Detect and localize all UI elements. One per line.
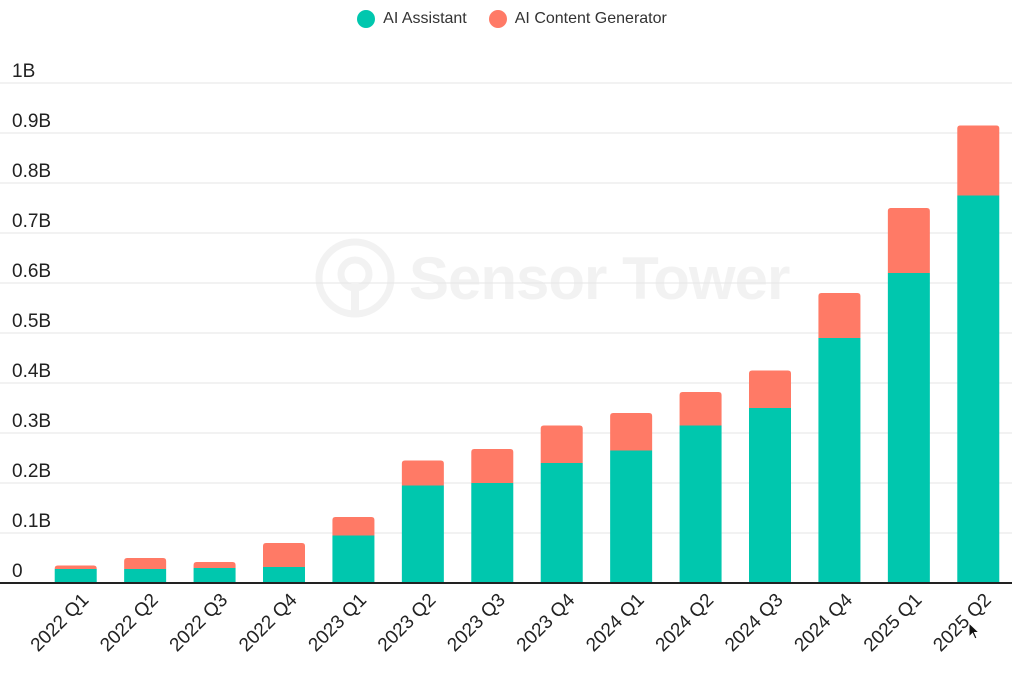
bar-ai-content-generator — [401, 460, 444, 486]
legend-swatch-assistant — [357, 10, 376, 28]
mouse-cursor-icon — [968, 622, 980, 640]
x-tick-label: 2024 Q2 — [652, 590, 718, 656]
x-tick-label: 2023 Q2 — [374, 590, 440, 656]
bar-ai-content-generator — [54, 565, 97, 569]
bar-ai-content-generator — [818, 293, 861, 338]
bar-ai-assistant — [471, 483, 514, 583]
bar-ai-assistant — [332, 535, 375, 583]
y-tick-label: 0.7B — [12, 211, 51, 232]
y-tick-label: 0.8B — [12, 161, 51, 182]
bar-ai-content-generator — [887, 208, 930, 273]
y-tick-label: 0.2B — [12, 461, 51, 482]
legend-label-generator: AI Content Generator — [514, 10, 667, 27]
legend-label-assistant: AI Assistant — [383, 10, 467, 27]
bar-ai-assistant — [263, 567, 305, 583]
x-tick-label: 2023 Q3 — [443, 590, 509, 656]
bar-ai-assistant — [193, 568, 236, 583]
x-tick-label: 2024 Q4 — [791, 589, 858, 656]
bar-ai-content-generator — [193, 562, 236, 568]
legend-item-assistant[interactable]: AI Assistant — [357, 10, 467, 28]
x-tick-label: 2024 Q3 — [721, 590, 787, 656]
y-tick-label: 0.9B — [12, 111, 51, 132]
bar-ai-content-generator — [957, 125, 1000, 196]
x-tick-label: 2022 Q2 — [96, 590, 162, 656]
y-tick-label: 0.6B — [12, 261, 51, 282]
bar-ai-content-generator — [540, 425, 583, 463]
bar-ai-assistant — [610, 450, 653, 583]
x-tick-label: 2022 Q1 — [27, 590, 93, 656]
bar-ai-assistant — [957, 195, 1000, 583]
y-tick-label: 1B — [12, 61, 35, 82]
bar-ai-assistant — [679, 425, 722, 583]
bar-ai-assistant — [749, 408, 791, 583]
x-tick-label: 2023 Q1 — [305, 590, 371, 656]
x-tick-label: 2022 Q3 — [166, 590, 232, 656]
x-tick-label: 2022 Q4 — [235, 589, 302, 656]
bar-ai-content-generator — [610, 413, 653, 451]
legend-swatch-generator — [488, 10, 507, 28]
bar-ai-assistant — [54, 569, 97, 583]
y-tick-label: 0.4B — [12, 361, 51, 382]
bar-ai-assistant — [401, 485, 444, 583]
bar-ai-content-generator — [124, 558, 167, 569]
x-tick-label: 2024 Q1 — [582, 590, 648, 656]
bar-ai-content-generator — [749, 370, 791, 408]
bar-ai-content-generator — [679, 392, 722, 426]
bar-ai-assistant — [124, 569, 167, 583]
bar-ai-assistant — [540, 463, 583, 583]
legend-item-generator[interactable]: AI Content Generator — [488, 10, 667, 28]
y-tick-label: 0.3B — [12, 411, 51, 432]
bar-ai-content-generator — [332, 517, 375, 536]
bar-ai-assistant — [887, 273, 930, 583]
x-tick-label: 2025 Q2 — [929, 590, 995, 656]
bar-ai-assistant — [818, 338, 861, 583]
y-tick-label: 0.1B — [12, 511, 51, 532]
bar-ai-content-generator — [263, 543, 305, 567]
y-tick-label: 0 — [12, 561, 23, 582]
bar-ai-content-generator — [471, 449, 514, 483]
y-tick-label: 0.5B — [12, 311, 51, 332]
legend: AI Assistant AI Content Generator — [0, 10, 1024, 28]
x-tick-label: 2023 Q4 — [513, 589, 580, 656]
x-tick-label: 2025 Q1 — [860, 590, 926, 656]
